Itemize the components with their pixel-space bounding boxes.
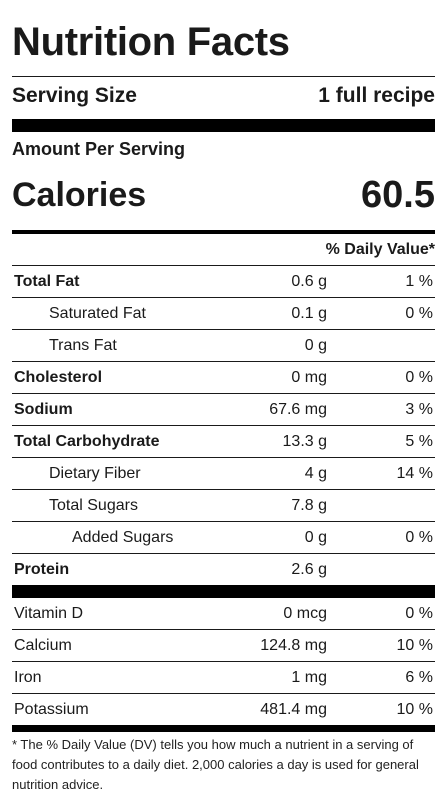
nutrient-amount: 0.1 g — [291, 305, 327, 322]
nutrient-name: Total Fat — [14, 273, 80, 290]
nutrient-row-protein: Protein 2.6 g — [12, 553, 435, 585]
nutrient-amount: 2.6 g — [291, 561, 327, 578]
serving-size-value: 1 full recipe — [318, 84, 435, 107]
nutrient-row-added-sugars: Added Sugars 0 g 0 % — [12, 521, 435, 553]
divider-thick — [12, 119, 435, 132]
nutrient-daily-value: 14 % — [396, 465, 433, 482]
vitamin-row-vitamin-d: Vitamin D 0 mcg 0 % — [12, 598, 435, 629]
nutrient-daily-value: 3 % — [405, 401, 433, 418]
divider-medium — [12, 725, 435, 732]
vitamin-daily-value: 6 % — [405, 669, 433, 686]
nutrient-row-total-sugars: Total Sugars 7.8 g — [12, 489, 435, 521]
nutrient-name: Saturated Fat — [49, 305, 146, 322]
vitamin-daily-value: 10 % — [396, 637, 433, 654]
nutrient-amount: 7.8 g — [291, 497, 327, 514]
nutrient-amount: 67.6 mg — [269, 401, 327, 418]
serving-size-label: Serving Size — [12, 84, 137, 107]
nutrient-amount: 13.3 g — [282, 433, 327, 450]
vitamin-amount: 1 mg — [291, 669, 327, 686]
nutrient-name: Total Sugars — [49, 497, 138, 514]
nutrient-amount: 0 g — [304, 337, 327, 354]
nutrient-row-total-fat: Total Fat 0.6 g 1 % — [12, 265, 435, 297]
nutrient-amount: 4 g — [304, 465, 327, 482]
nutrient-name: Dietary Fiber — [49, 465, 141, 482]
nutrient-row-sodium: Sodium 67.6 mg 3 % — [12, 393, 435, 425]
divider-medium — [12, 230, 435, 234]
vitamin-row-calcium: Calcium 124.8 mg 10 % — [12, 629, 435, 661]
nutrient-row-saturated-fat: Saturated Fat 0.1 g 0 % — [12, 297, 435, 329]
nutrient-name: Cholesterol — [14, 369, 103, 386]
nutrient-amount: 0.6 g — [291, 273, 327, 290]
vitamin-row-iron: Iron 1 mg 6 % — [12, 661, 435, 693]
nutrient-amount: 0 g — [304, 529, 327, 546]
vitamin-amount: 0 mcg — [283, 605, 327, 622]
nutrient-name: Protein — [14, 561, 70, 578]
vitamin-daily-value: 10 % — [396, 701, 433, 718]
nutrient-row-dietary-fiber: Dietary Fiber 4 g 14 % — [12, 457, 435, 489]
vitamin-name: Iron — [14, 669, 42, 686]
vitamin-name: Calcium — [14, 637, 72, 654]
nutrient-name: Added Sugars — [72, 529, 174, 546]
vitamin-daily-value: 0 % — [405, 605, 433, 622]
nutrient-daily-value: 0 % — [405, 369, 433, 386]
daily-value-footnote: * The % Daily Value (DV) tells you how m… — [12, 737, 419, 792]
vitamin-name: Potassium — [14, 701, 89, 718]
calories-label: Calories — [12, 175, 147, 214]
nutrient-daily-value: 1 % — [405, 273, 433, 290]
vitamin-row-potassium: Potassium 481.4 mg 10 % — [12, 693, 435, 725]
nutrient-amount: 0 mg — [291, 369, 327, 386]
vitamin-amount: 124.8 mg — [260, 637, 327, 654]
nutrient-row-total-carbohydrate: Total Carbohydrate 13.3 g 5 % — [12, 425, 435, 457]
nutrition-facts-panel: Nutrition Facts Serving Size 1 full reci… — [12, 0, 435, 795]
nutrient-daily-value: 0 % — [405, 529, 433, 546]
divider — [12, 76, 435, 77]
calories-value: 60.5 — [361, 173, 435, 216]
panel-title: Nutrition Facts — [12, 20, 290, 64]
nutrient-name: Trans Fat — [49, 337, 117, 354]
calories-row: Calories 60.5 — [12, 164, 435, 226]
amount-per-serving: Amount Per Serving — [12, 139, 186, 159]
vitamin-name: Vitamin D — [14, 605, 84, 622]
nutrient-name: Sodium — [14, 401, 73, 418]
nutrient-daily-value: 0 % — [405, 305, 433, 322]
daily-value-header: % Daily Value* — [325, 241, 435, 258]
serving-size-row: Serving Size 1 full recipe — [12, 77, 435, 115]
nutrient-daily-value: 5 % — [405, 433, 433, 450]
nutrient-name: Total Carbohydrate — [14, 433, 160, 450]
divider-thick — [12, 585, 435, 598]
vitamin-amount: 481.4 mg — [260, 701, 327, 718]
nutrient-row-cholesterol: Cholesterol 0 mg 0 % — [12, 361, 435, 393]
nutrient-row-trans-fat: Trans Fat 0 g — [12, 329, 435, 361]
